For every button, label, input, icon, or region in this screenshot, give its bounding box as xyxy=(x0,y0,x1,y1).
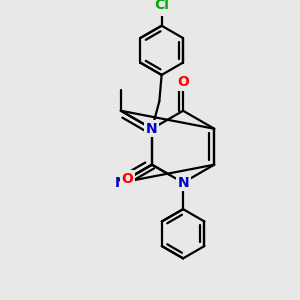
Text: O: O xyxy=(122,172,133,186)
Text: Cl: Cl xyxy=(154,0,169,12)
Text: O: O xyxy=(177,75,189,89)
Text: N: N xyxy=(115,176,127,190)
Text: N: N xyxy=(177,176,189,190)
Text: N: N xyxy=(146,122,158,136)
